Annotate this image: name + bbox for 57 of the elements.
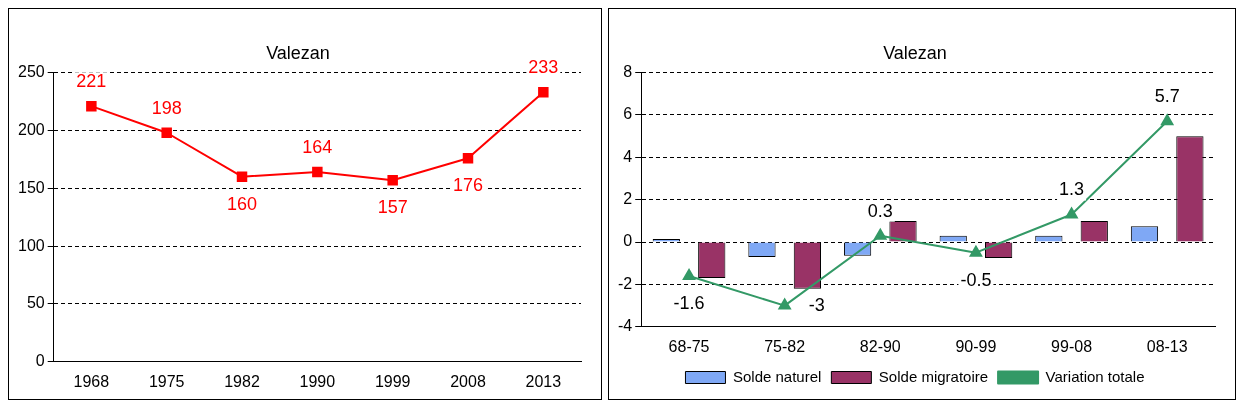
x-tick-label: 1990: [299, 372, 336, 390]
point: [1160, 114, 1174, 126]
x-tick-label: 75-82: [764, 337, 806, 355]
point: [969, 245, 983, 257]
data-label: 5.7: [1154, 86, 1180, 107]
x-tick-label: 2008: [450, 372, 486, 390]
data-label: 198: [151, 97, 182, 118]
y-tick-label: -4: [617, 317, 633, 335]
legend-label: Solde migratoire: [878, 367, 989, 385]
y-tick-label: -2: [617, 274, 633, 292]
x-tick-label: 90-99: [955, 337, 997, 355]
y-tick-label: 4: [623, 147, 633, 165]
y-tick-label: 200: [17, 120, 45, 138]
y-tick-label: 6: [623, 105, 633, 123]
point: [778, 298, 791, 310]
x-tick-label: 1968: [73, 372, 110, 390]
y-tick-label: 250: [17, 63, 45, 81]
data-label: -3: [808, 294, 825, 315]
chart-title: Valezan: [883, 42, 947, 63]
x-tick-label: 2013: [525, 372, 562, 390]
y-tick-label: 50: [26, 294, 45, 312]
data-label: 164: [302, 137, 333, 158]
x-tick-label: 1982: [224, 372, 260, 390]
y-tick-label: 100: [17, 236, 45, 254]
point: [161, 127, 172, 138]
point: [86, 100, 97, 112]
x-tick-label: 1975: [148, 372, 185, 390]
y-tick-label: 0: [623, 232, 633, 250]
x-tick-label: 68-75: [668, 337, 710, 355]
data-label: 160: [226, 193, 258, 214]
point: [236, 171, 248, 182]
legend-label: Solde naturel: [732, 367, 822, 385]
legend-label: Variation totale: [1045, 367, 1145, 385]
point: [1065, 207, 1078, 219]
data-label: 176: [452, 175, 484, 196]
point: [538, 87, 549, 98]
data-label: 221: [76, 71, 107, 92]
x-tick-label: 82-90: [859, 337, 901, 355]
x-tick-label: 08-13: [1146, 337, 1188, 355]
point: [874, 228, 887, 240]
data-label: -1.6: [673, 292, 705, 313]
point: [682, 268, 696, 280]
data-label: 1.3: [1059, 179, 1085, 200]
point: [312, 166, 323, 178]
y-tick-label: 2: [623, 190, 633, 208]
data-label: 157: [377, 197, 408, 218]
data-label: 0.3: [867, 200, 893, 221]
x-tick-label: 99-08: [1051, 337, 1093, 355]
data-label: 233: [528, 57, 559, 78]
chart-title: Valezan: [266, 42, 330, 63]
point: [387, 174, 398, 186]
y-tick-label: 8: [623, 63, 633, 81]
y-tick-label: 150: [17, 178, 45, 196]
point: [462, 152, 474, 164]
data-label: -0.5: [960, 269, 992, 290]
x-tick-label: 1999: [374, 372, 411, 390]
y-tick-label: 0: [35, 352, 45, 370]
